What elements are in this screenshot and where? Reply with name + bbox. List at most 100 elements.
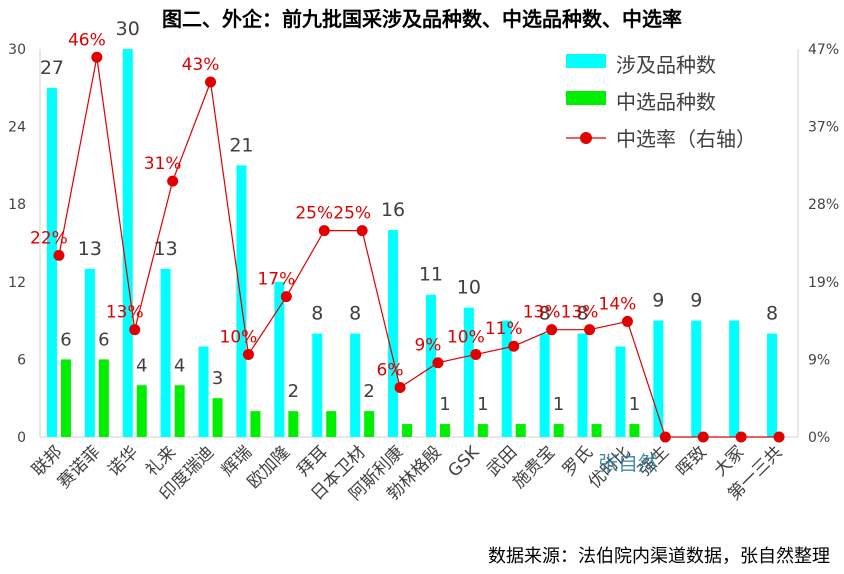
bar-involved [388, 230, 399, 437]
bar-involved [160, 268, 171, 437]
bar-selected [553, 424, 564, 437]
bar-selected [288, 411, 299, 437]
right-tick-label: 19% [808, 275, 839, 291]
label-involved: 30 [116, 18, 140, 40]
bar-involved [274, 281, 285, 437]
bar-involved [84, 268, 95, 437]
label-involved: 11 [419, 264, 443, 286]
rate-line [58, 57, 780, 438]
category-label: 赛诺菲 [53, 442, 104, 493]
bar-selected [212, 398, 223, 437]
rate-point [205, 76, 217, 88]
watermark: 张自然 [598, 451, 658, 475]
category-label: GSK [444, 442, 484, 482]
label-involved: 8 [311, 303, 323, 325]
label-involved: 27 [40, 57, 64, 79]
left-tick-label: 12 [8, 275, 26, 291]
label-involved: 9 [652, 290, 664, 312]
rate-point [242, 348, 254, 360]
bar-involved [312, 333, 323, 437]
bar-involved [615, 346, 626, 437]
rate-point [773, 431, 785, 443]
rate-point [53, 249, 65, 261]
bar-involved [691, 320, 702, 437]
label-selected: 6 [60, 329, 71, 350]
rate-label: 46% [68, 30, 106, 50]
bar-selected [402, 424, 413, 437]
label-selected: 4 [136, 355, 147, 376]
bar-involved [350, 333, 361, 437]
label-involved: 8 [349, 303, 361, 325]
right-tick-label: 28% [808, 197, 839, 213]
bar-involved [198, 346, 209, 437]
legend-swatch-selected [566, 91, 606, 105]
label-involved: 8 [539, 303, 551, 325]
rate-label: 13% [561, 303, 599, 323]
legend-label-rate: 中选率（右轴） [616, 127, 756, 151]
right-y-axis: 0% 9% 19% 28% 37% 47% [797, 42, 839, 446]
rate-label: 43% [182, 55, 220, 75]
left-tick-label: 6 [17, 352, 26, 368]
rate-point [356, 225, 368, 237]
label-involved: 8 [577, 303, 589, 325]
rate-point [470, 348, 482, 360]
label-selected: 1 [629, 394, 640, 415]
rate-label: 25% [295, 204, 333, 224]
category-label: 晖致 [673, 442, 711, 480]
rate-label: 11% [485, 319, 523, 339]
rate-label: 31% [144, 154, 182, 174]
label-selected: 2 [363, 381, 374, 402]
bar-involved [122, 49, 133, 437]
label-selected: 6 [98, 329, 109, 350]
source-note: 数据来源：法伯院内渠道数据，张自然整理 [488, 546, 830, 567]
right-tick-label: 9% [808, 352, 830, 368]
left-tick-label: 0 [17, 430, 26, 446]
label-involved: 9 [690, 290, 702, 312]
rate-point [584, 324, 596, 336]
rate-point [167, 175, 179, 187]
label-selected: 1 [477, 394, 488, 415]
right-tick-label: 47% [808, 42, 839, 58]
rate-label: 13% [523, 303, 561, 323]
rate-point [659, 431, 671, 443]
rate-point [432, 357, 444, 369]
label-selected: 4 [174, 355, 185, 376]
legend-label-involved: 涉及品种数 [616, 53, 716, 77]
bar-involved [463, 307, 474, 437]
label-involved: 10 [457, 277, 481, 299]
bar-selected [629, 424, 640, 437]
label-involved: 16 [381, 199, 405, 221]
bar-selected [364, 411, 375, 437]
bar-involved [729, 320, 740, 437]
rate-label: 10% [447, 327, 485, 347]
label-involved: 21 [229, 134, 253, 156]
rate-point [697, 431, 709, 443]
bar-selected [477, 424, 488, 437]
rate-point [91, 51, 103, 63]
category-label: 诺华 [104, 442, 142, 480]
left-tick-label: 18 [8, 197, 26, 213]
right-tick-label: 37% [808, 120, 839, 136]
bar-selected [250, 411, 261, 437]
legend-marker-rate [580, 132, 592, 144]
bar-involved [767, 333, 778, 437]
rate-label: 14% [599, 294, 637, 314]
rate-label: 17% [257, 270, 295, 290]
rate-label: 25% [333, 204, 371, 224]
bar-selected [591, 424, 602, 437]
label-selected: 3 [212, 368, 223, 389]
rate-label: 9% [414, 336, 441, 356]
label-involved: 13 [78, 238, 102, 260]
bar-selected [439, 424, 450, 437]
rate-point [735, 431, 747, 443]
category-label: 欧加隆 [244, 442, 294, 492]
bar-selected [326, 411, 337, 437]
bar-selected [98, 359, 109, 437]
legend-swatch-involved [566, 54, 606, 68]
legend-label-selected: 中选品种数 [616, 90, 716, 114]
rate-label: 10% [220, 327, 258, 347]
bar-involved [501, 320, 512, 437]
bar-selected [515, 424, 526, 437]
bar-involved [425, 294, 436, 437]
